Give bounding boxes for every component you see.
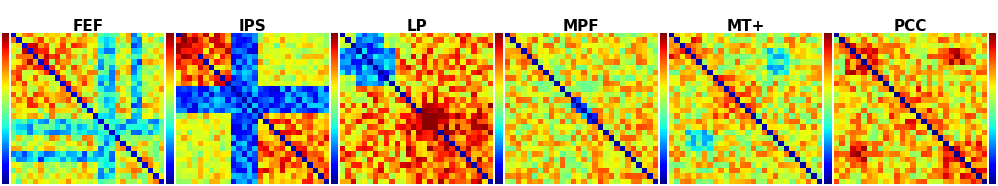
Text: MPF: MPF: [563, 19, 600, 34]
Text: IPS: IPS: [239, 19, 266, 34]
Text: MT+: MT+: [727, 19, 764, 34]
Text: FEF: FEF: [72, 19, 104, 34]
Text: PCC: PCC: [893, 19, 927, 34]
Text: LP: LP: [406, 19, 427, 34]
